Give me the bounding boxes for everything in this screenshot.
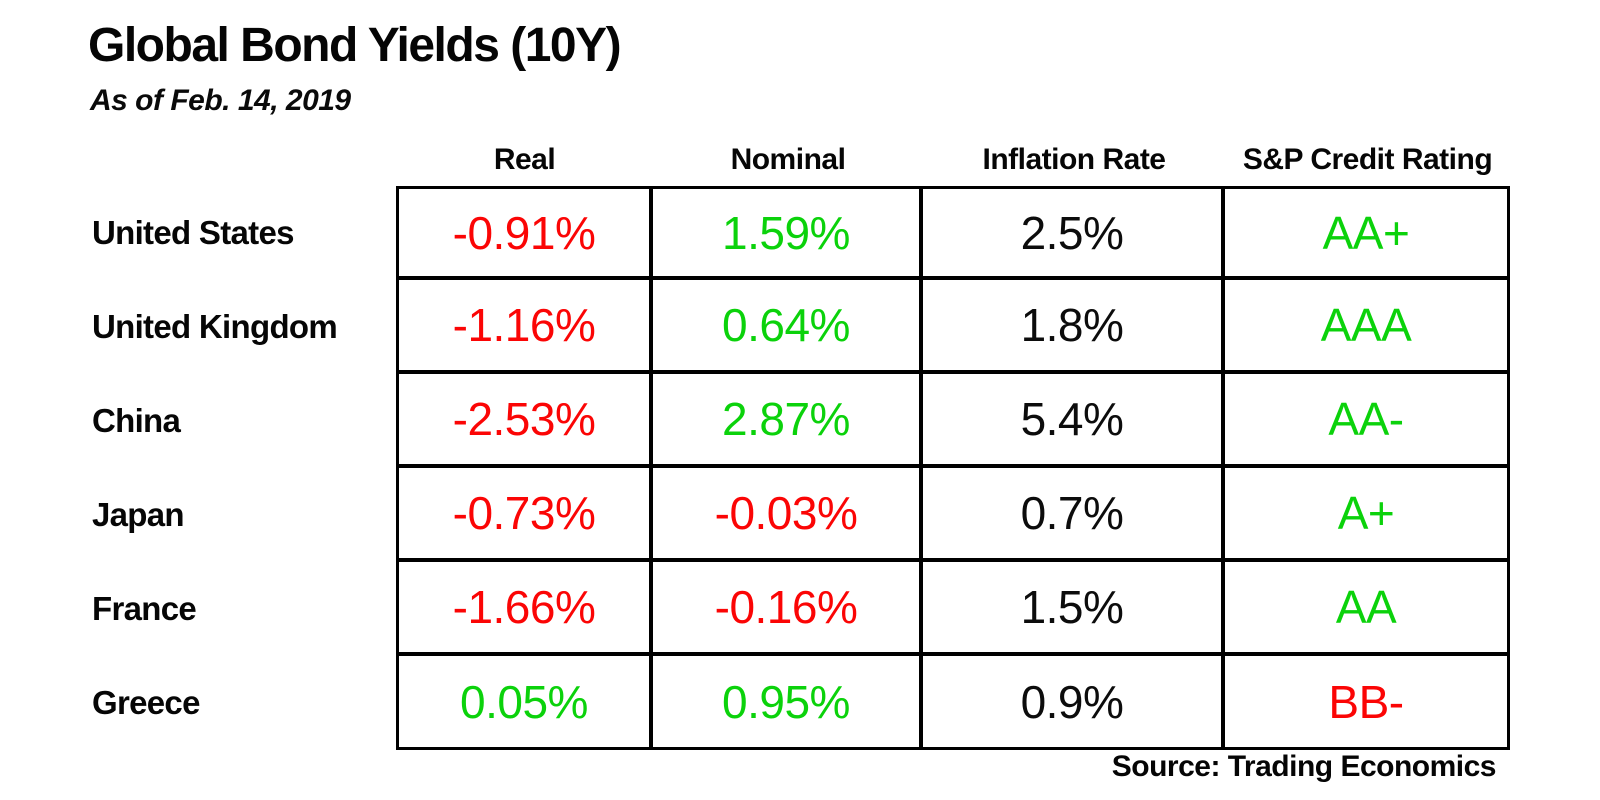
column-header-sp-credit-rating: S&P Credit Rating xyxy=(1242,142,1493,176)
cell-japan-nominal: -0.03% xyxy=(653,468,923,562)
cell-uk-inflation: 1.8% xyxy=(923,280,1225,374)
column-header-nominal: Nominal xyxy=(730,142,846,176)
cell-us-real: -0.91% xyxy=(396,186,653,280)
row-label-united-kingdom: United Kingdom xyxy=(92,308,338,345)
cell-us-rating: AA+ xyxy=(1225,186,1510,280)
cell-uk-real: -1.16% xyxy=(396,280,653,374)
cell-china-real: -2.53% xyxy=(396,374,653,468)
cell-greece-nominal: 0.95% xyxy=(653,656,923,750)
cell-greece-rating: BB- xyxy=(1225,656,1510,750)
cell-greece-inflation: 0.9% xyxy=(923,656,1225,750)
cell-china-nominal: 2.87% xyxy=(653,374,923,468)
cell-japan-rating: A+ xyxy=(1225,468,1510,562)
cell-france-inflation: 1.5% xyxy=(923,562,1225,656)
cell-us-inflation: 2.5% xyxy=(923,186,1225,280)
row-label-japan: Japan xyxy=(92,496,185,533)
cell-japan-real: -0.73% xyxy=(396,468,653,562)
cell-uk-rating: AAA xyxy=(1225,280,1510,374)
header-spacer xyxy=(90,100,396,186)
row-label-france: France xyxy=(92,590,197,627)
cell-greece-real: 0.05% xyxy=(396,656,653,750)
cell-us-nominal: 1.59% xyxy=(653,186,923,280)
row-label-china: China xyxy=(92,402,181,439)
bond-yields-table: Real Nominal Inflation Rate S&P Credit R… xyxy=(90,100,1510,750)
cell-france-rating: AA xyxy=(1225,562,1510,656)
cell-china-inflation: 5.4% xyxy=(923,374,1225,468)
cell-china-rating: AA- xyxy=(1225,374,1510,468)
cell-france-real: -1.66% xyxy=(396,562,653,656)
cell-france-nominal: -0.16% xyxy=(653,562,923,656)
page-title: Global Bond Yields (10Y) xyxy=(88,19,622,72)
cell-japan-inflation: 0.7% xyxy=(923,468,1225,562)
source-credit: Source: Trading Economics xyxy=(1111,750,1497,783)
column-header-real: Real xyxy=(493,142,556,176)
column-header-inflation-rate: Inflation Rate xyxy=(982,142,1166,176)
page-subtitle: As of Feb. 14, 2019 xyxy=(90,84,351,117)
row-label-greece: Greece xyxy=(92,684,200,721)
row-label-united-states: United States xyxy=(92,214,294,251)
cell-uk-nominal: 0.64% xyxy=(653,280,923,374)
